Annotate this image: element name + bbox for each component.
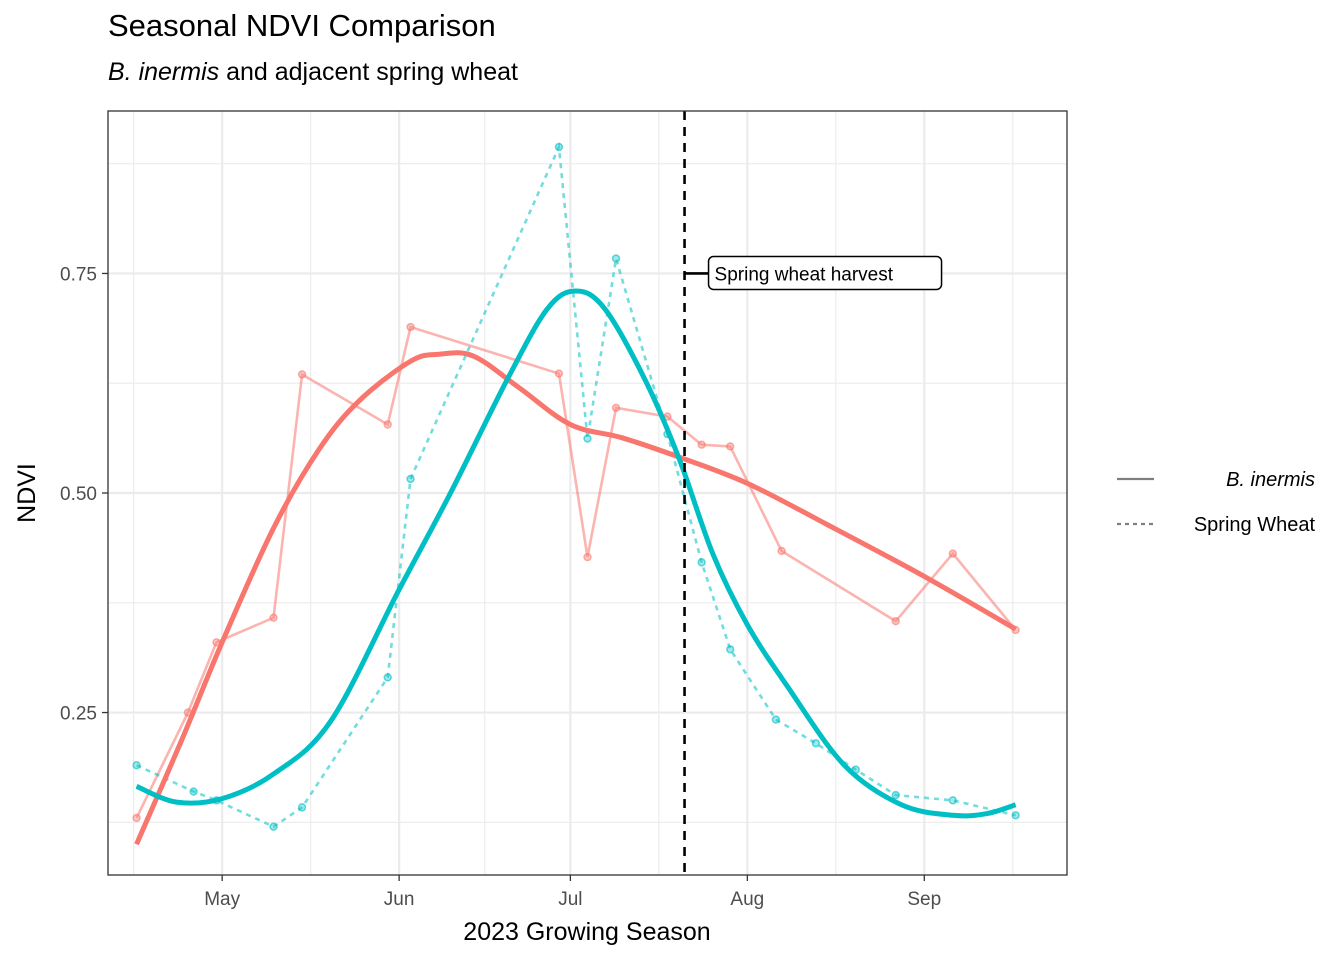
grid-layer [108, 111, 1067, 875]
x-tick-label: Jul [558, 889, 582, 910]
b-inermis-smooth-line [134, 350, 1017, 846]
spring-wheat-point [383, 673, 392, 682]
b-inermis-point [297, 370, 307, 379]
subtitle-species: B. inermis [108, 58, 220, 86]
spring-wheat-point [811, 739, 821, 748]
b-inermis-raw-line [135, 325, 1017, 819]
subtitle-rest: and adjacent spring wheat [219, 58, 518, 86]
b-inermis-point [611, 403, 621, 413]
y-tick-label: 0.25 [60, 704, 97, 725]
legend: B. inermis Spring Wheat [1117, 469, 1315, 536]
y-axis-title: NDVI [13, 463, 41, 523]
b-inermis-point [697, 440, 706, 449]
b-inermis-point [383, 420, 392, 429]
x-tick-label: Sep [907, 889, 941, 910]
spring-wheat-point [189, 787, 198, 796]
b-inermis-point [777, 546, 786, 556]
spring-wheat-point [554, 142, 564, 152]
x-tick-label: Jun [384, 889, 415, 910]
spring-wheat-point [583, 434, 592, 443]
y-tick-label: 0.75 [60, 264, 97, 285]
y-tick-label: 0.50 [60, 484, 97, 505]
harvest-label-box [707, 255, 943, 291]
spring-wheat-smooth-line [135, 288, 1017, 819]
spring-wheat-point [132, 761, 141, 770]
spring-wheat-point [1011, 811, 1020, 820]
chart-title: Seasonal NDVI Comparison [108, 8, 496, 43]
b-inermis-point [406, 322, 415, 332]
legend-label-spring-wheat: Spring Wheat [1194, 514, 1316, 536]
spring-wheat-raw-line [135, 141, 1016, 829]
data-layer [132, 141, 1020, 846]
spring-wheat-point [697, 558, 706, 567]
b-inermis-point [554, 369, 564, 378]
harvest-label: Spring wheat harvest [715, 264, 894, 285]
spring-wheat-point [269, 822, 278, 831]
annotation-layer: Spring wheat harvest [683, 111, 943, 875]
spring-wheat-point [297, 803, 307, 812]
spring-wheat-point [406, 474, 415, 484]
axis-layer: May Jun Jul Aug Sep 0.25 0.50 0.75 [60, 264, 941, 910]
x-axis-title: 2023 Growing Season [463, 918, 710, 946]
spring-wheat-point [771, 715, 781, 724]
spring-wheat-point [948, 796, 958, 805]
x-tick-label: Aug [730, 889, 764, 910]
b-inermis-point [948, 549, 958, 558]
spring-wheat-point [726, 645, 735, 654]
x-tick-label: May [204, 889, 240, 910]
chart-subtitle: B. inermis and adjacent spring wheat [108, 58, 518, 87]
spring-wheat-point [891, 790, 900, 800]
b-inermis-point [269, 613, 278, 622]
b-inermis-point [583, 552, 592, 562]
b-inermis-point [891, 617, 900, 626]
b-inermis-point [726, 442, 735, 451]
b-inermis-point [132, 813, 141, 823]
legend-label-b-inermis: B. inermis [1226, 469, 1315, 491]
spring-wheat-point [611, 254, 621, 263]
